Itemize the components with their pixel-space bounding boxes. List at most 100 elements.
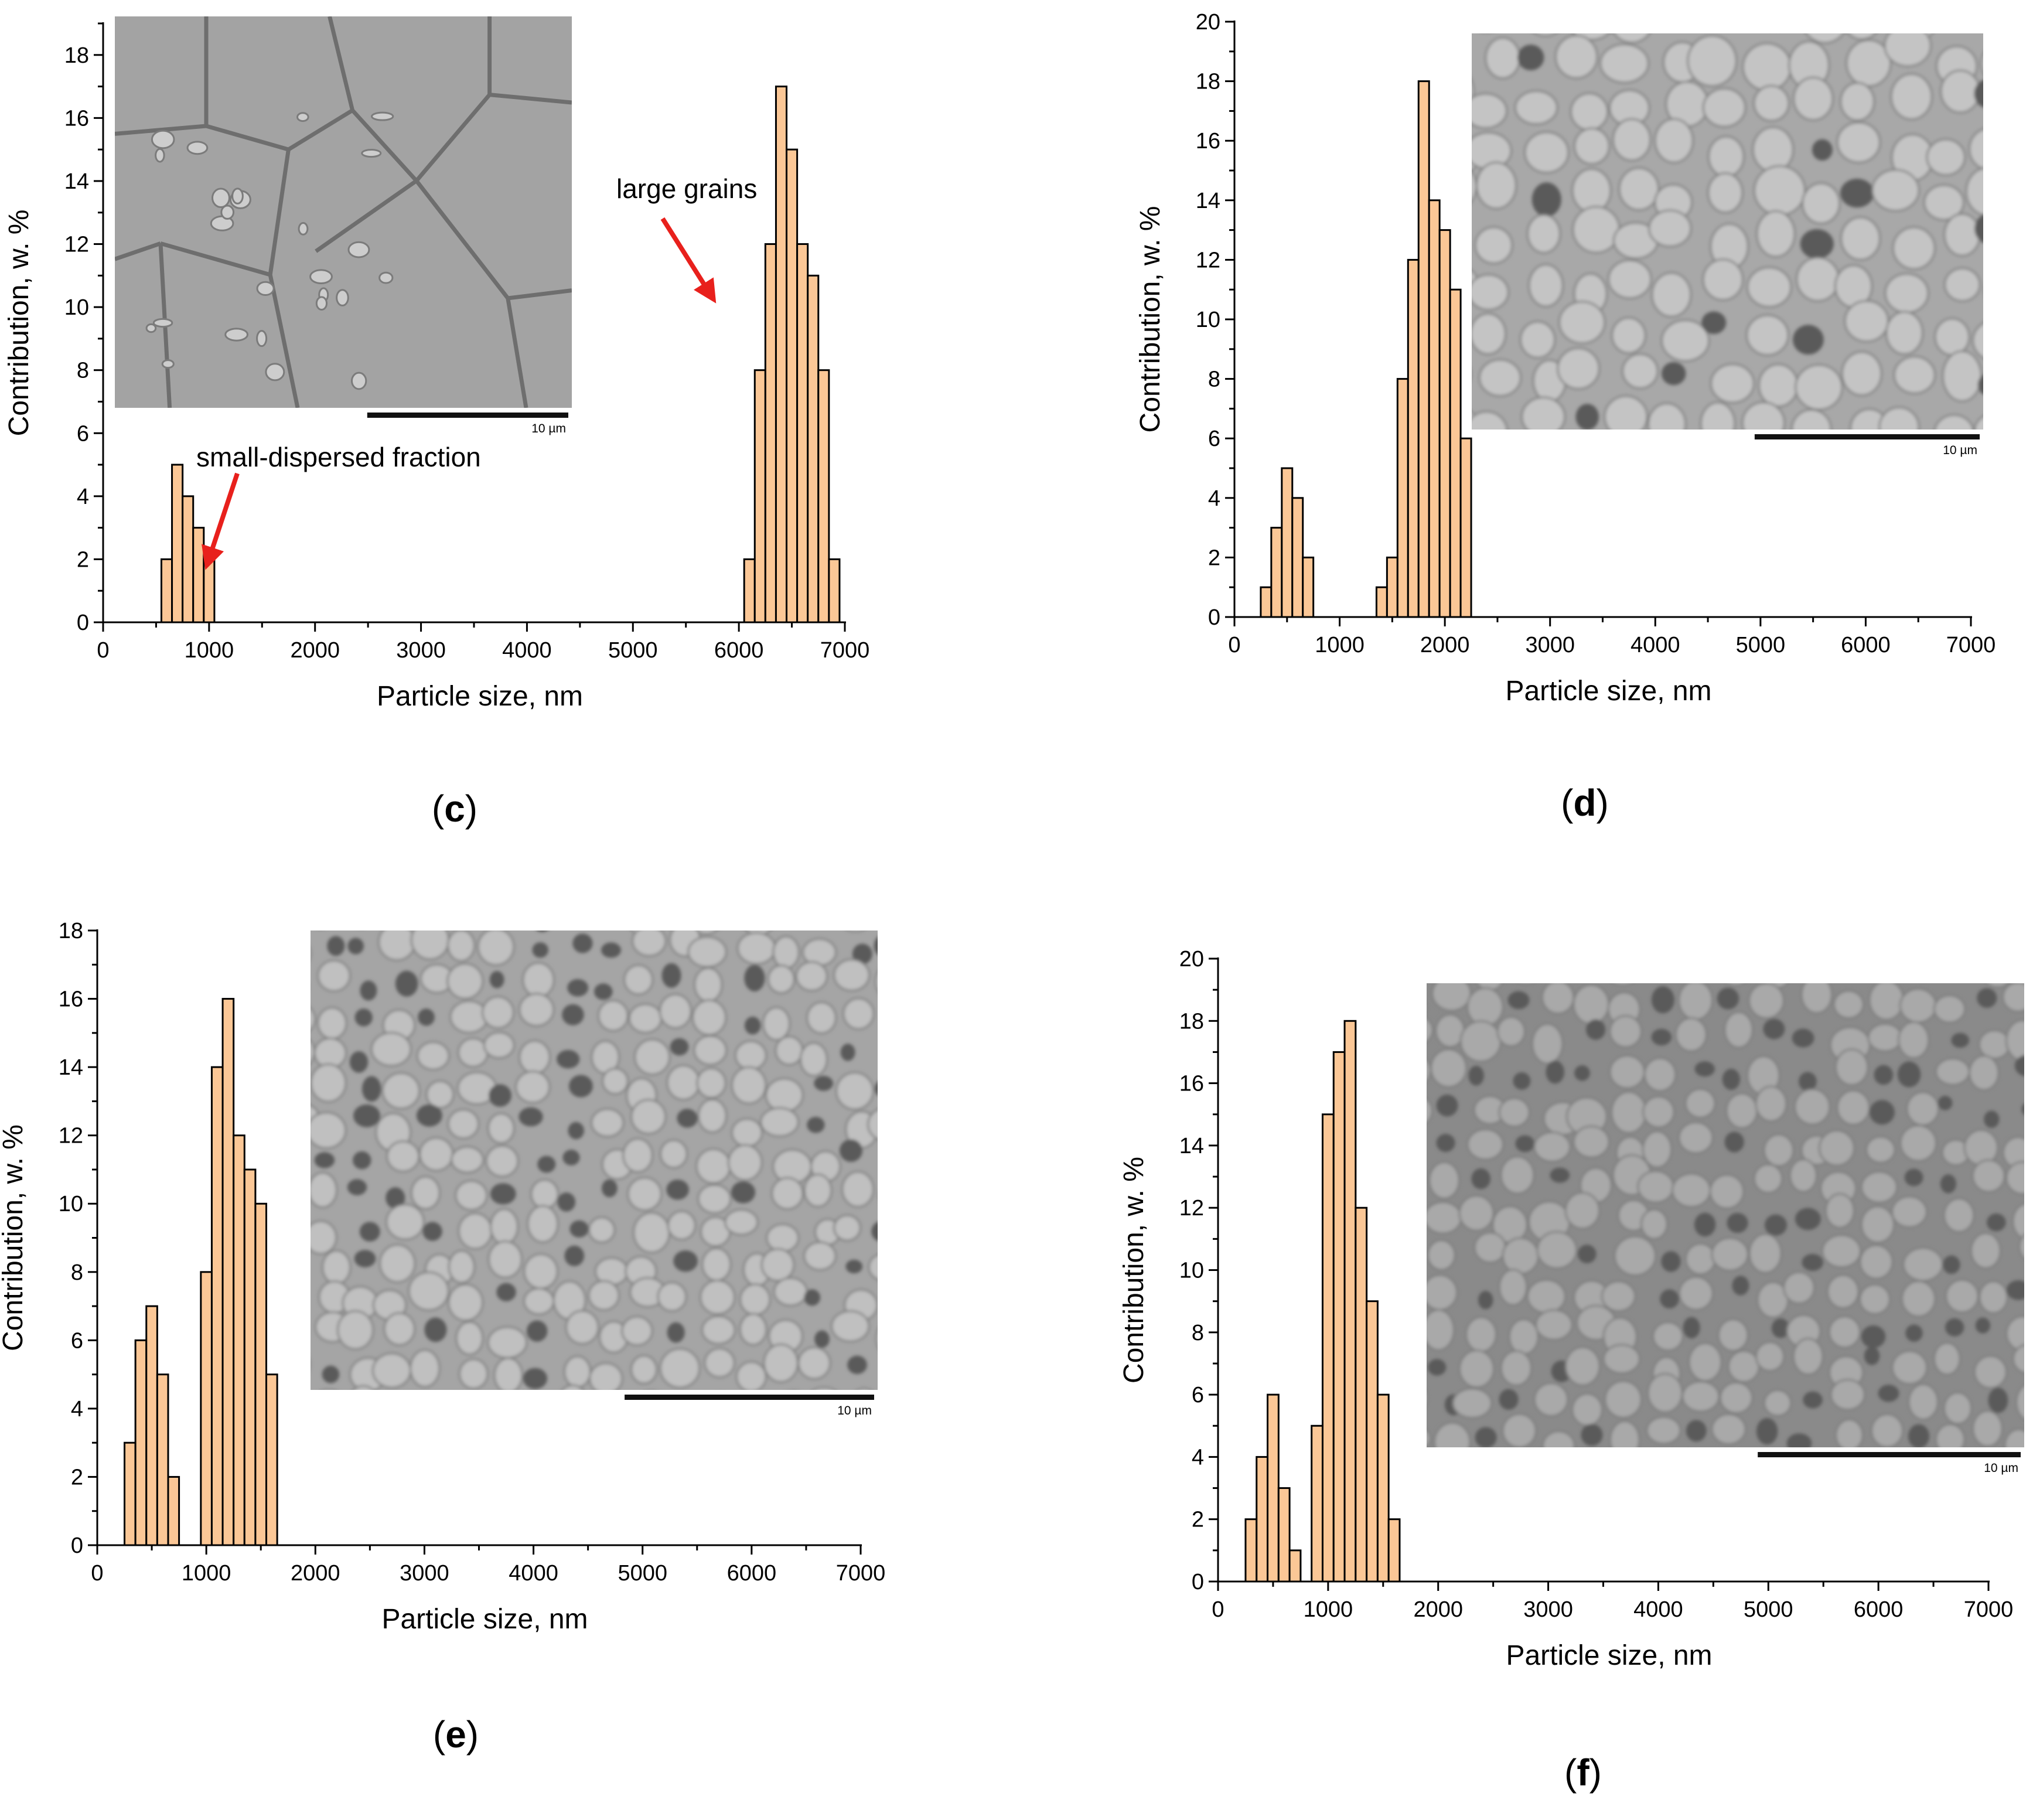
dark-grain — [1468, 1065, 1484, 1086]
light-grain — [763, 1343, 799, 1383]
light-grain — [1898, 1021, 1930, 1059]
x-tick-label: 2000 — [1420, 633, 1470, 657]
dark-grain — [1974, 214, 1983, 243]
light-grain — [1741, 401, 1786, 430]
annotation-label: small-dispersed fraction — [196, 442, 481, 472]
grain-boundary — [328, 16, 355, 111]
y-tick-label: 4 — [1208, 486, 1220, 511]
histogram-bar — [1281, 467, 1294, 618]
sem-grains — [311, 931, 878, 1390]
panel-label-close: ) — [465, 788, 477, 830]
light-grain — [868, 1253, 878, 1281]
dark-grain — [1722, 1068, 1740, 1090]
light-grain — [352, 1385, 374, 1390]
light-grain — [799, 1042, 828, 1077]
grain-particle — [224, 328, 248, 342]
light-grain — [694, 931, 718, 935]
light-grain — [1431, 983, 1472, 1012]
histogram-bar — [124, 1441, 137, 1546]
dark-grain — [670, 1038, 689, 1056]
light-grain — [1933, 1342, 1961, 1376]
light-grain — [1968, 1055, 2000, 1091]
light-grain — [1458, 1349, 1495, 1388]
light-grain — [487, 1240, 523, 1279]
light-grain — [311, 1220, 337, 1255]
y-tick-label: 16 — [64, 106, 89, 131]
dark-grain — [1945, 1318, 1964, 1337]
light-grain — [1654, 118, 1694, 163]
light-grain — [1965, 167, 1983, 216]
histogram-bar — [156, 1373, 169, 1546]
light-grain — [630, 1354, 658, 1385]
histogram-bar — [1407, 258, 1420, 618]
light-grain — [1746, 314, 1789, 356]
light-grain — [1599, 43, 1649, 84]
light-grain — [1500, 1156, 1535, 1195]
light-grain — [697, 1184, 732, 1214]
light-grain — [1923, 184, 1965, 221]
light-grain — [803, 1241, 837, 1271]
y-tick-label: 0 — [71, 1533, 83, 1558]
dark-grain — [593, 983, 613, 1000]
light-grain — [1564, 1191, 1601, 1229]
light-grain — [1978, 1029, 2011, 1060]
x-tick-label: 4000 — [1633, 1597, 1683, 1622]
light-grain — [457, 1037, 489, 1068]
light-grain — [383, 1312, 416, 1346]
light-grain — [1498, 1269, 1528, 1306]
panel-label: (f) — [1564, 1751, 1602, 1794]
dark-grain — [1812, 139, 1833, 161]
light-grain — [1893, 356, 1936, 394]
light-grain — [1834, 1048, 1869, 1086]
dark-grain — [1897, 1061, 1921, 1088]
light-grain — [2015, 1384, 2024, 1420]
light-grain — [1979, 1280, 2008, 1314]
dark-grain — [1905, 1324, 1923, 1342]
light-grain — [1867, 1023, 1903, 1052]
light-grain — [1485, 37, 1521, 79]
light-grain — [1899, 988, 1937, 1024]
light-grain — [458, 1212, 493, 1250]
dark-grain — [1732, 1276, 1749, 1296]
dark-grain — [1756, 1418, 1778, 1445]
light-grain — [1604, 1380, 1642, 1419]
annotation-label: large grains — [616, 173, 757, 204]
histogram-bar — [233, 1134, 245, 1546]
histogram-bar — [1417, 80, 1430, 618]
annotation-arrow — [202, 472, 240, 570]
dark-grain — [2006, 1280, 2024, 1300]
light-grain — [727, 1144, 763, 1181]
light-grain — [336, 1310, 374, 1350]
histogram-bar — [221, 998, 235, 1546]
light-grain — [1465, 1316, 1498, 1353]
light-grain — [1472, 312, 1507, 355]
grain-boundary — [206, 124, 289, 152]
light-grain — [1748, 983, 1785, 1019]
dark-grain — [1861, 1325, 1886, 1348]
light-grain — [1833, 990, 1864, 1020]
histogram-bar — [1270, 527, 1283, 618]
light-grain — [1427, 1239, 1456, 1271]
dark-grain — [1651, 1028, 1672, 1046]
x-axis-label: Particle size, nm — [381, 1604, 588, 1635]
light-grain — [1935, 1058, 1970, 1086]
dark-grain — [1864, 1347, 1880, 1365]
x-tick-label: 4000 — [1631, 633, 1680, 657]
light-grain — [633, 1212, 671, 1253]
dark-grain — [532, 942, 548, 958]
light-grain — [632, 931, 667, 957]
light-grain — [760, 1107, 799, 1137]
light-grain — [1478, 359, 1522, 397]
dark-grain — [416, 1104, 442, 1127]
light-grain — [1702, 258, 1744, 301]
x-tick-label: 2000 — [1413, 1597, 1463, 1622]
light-grain — [760, 1248, 795, 1282]
light-grain — [701, 1247, 732, 1282]
grain-boundary — [115, 241, 162, 261]
light-grain — [842, 997, 875, 1030]
histogram-bar — [1438, 229, 1451, 618]
dark-grain — [1550, 1167, 1570, 1183]
histogram-bar — [786, 148, 799, 623]
light-grain — [1652, 1321, 1684, 1351]
light-grain — [1756, 210, 1796, 258]
